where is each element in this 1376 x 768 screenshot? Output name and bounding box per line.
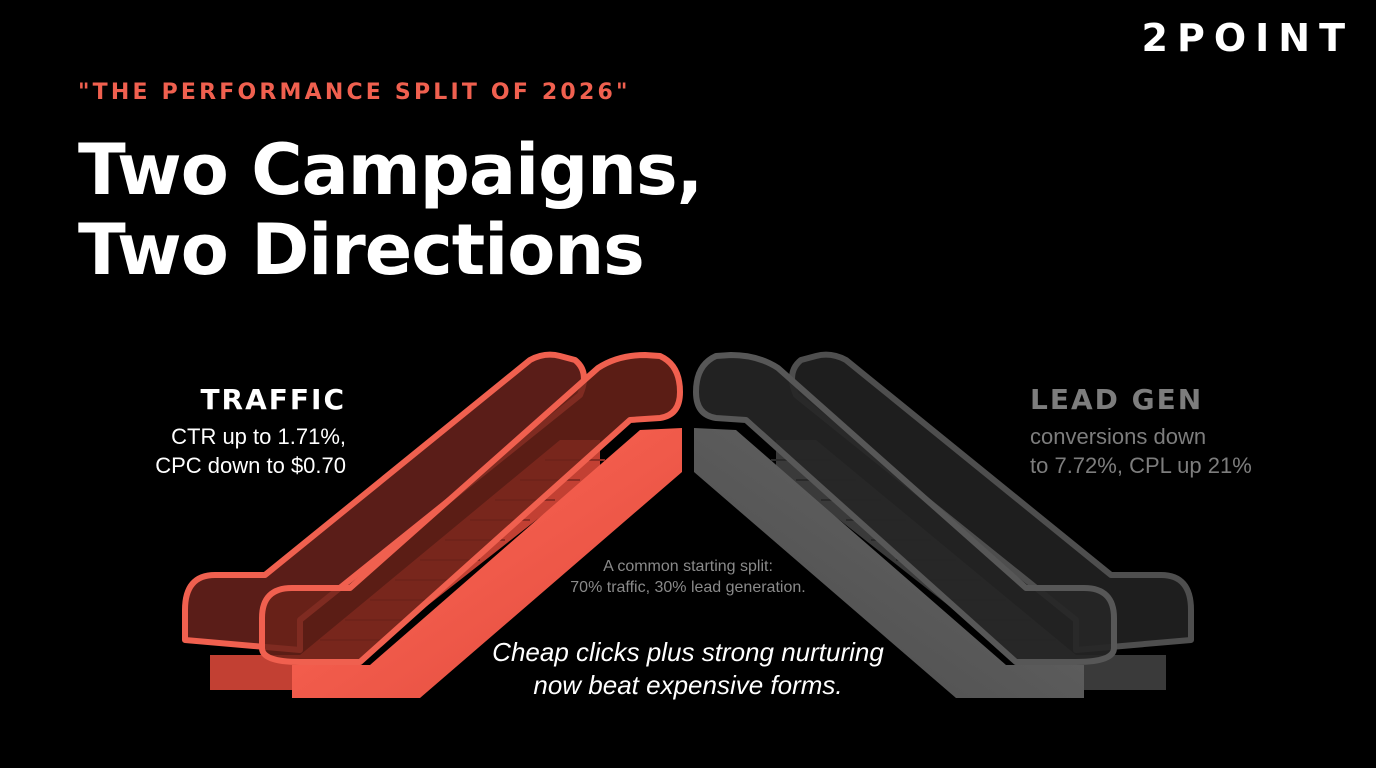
eyebrow-label: "THE PERFORMANCE SPLIT OF 2026" — [78, 80, 631, 105]
title-line-2: Two Directions — [78, 209, 645, 291]
leadgen-metric-conversions: conversions down — [1030, 424, 1207, 449]
traffic-summary: TRAFFIC CTR up to 1.71%, CPC down to $0.… — [155, 383, 346, 480]
page-title: Two Campaigns, Two Directions — [78, 129, 703, 291]
leadgen-metric-cpl: to 7.72%, CPL up 21% — [1030, 453, 1252, 478]
leadgen-summary: LEAD GEN conversions down to 7.72%, CPL … — [1030, 383, 1252, 480]
tagline-line-1: Cheap clicks plus strong nurturing — [492, 637, 884, 667]
traffic-metric-cpc: CPC down to $0.70 — [155, 453, 346, 478]
traffic-escalator-front — [259, 352, 683, 698]
split-note: A common starting split: 70% traffic, 30… — [538, 556, 838, 598]
traffic-heading: TRAFFIC — [200, 383, 346, 416]
split-note-line-2: 70% traffic, 30% lead generation. — [570, 579, 806, 596]
title-line-1: Two Campaigns, — [78, 129, 703, 211]
split-note-line-1: A common starting split: — [603, 558, 773, 575]
brand-logo: 2POINT — [1141, 16, 1354, 60]
leadgen-heading: LEAD GEN — [1030, 383, 1204, 416]
tagline: Cheap clicks plus strong nurturing now b… — [438, 636, 938, 702]
traffic-metric-ctr: CTR up to 1.71%, — [171, 424, 346, 449]
leadgen-escalator-front — [693, 352, 1117, 698]
tagline-line-2: now beat expensive forms. — [533, 670, 843, 700]
